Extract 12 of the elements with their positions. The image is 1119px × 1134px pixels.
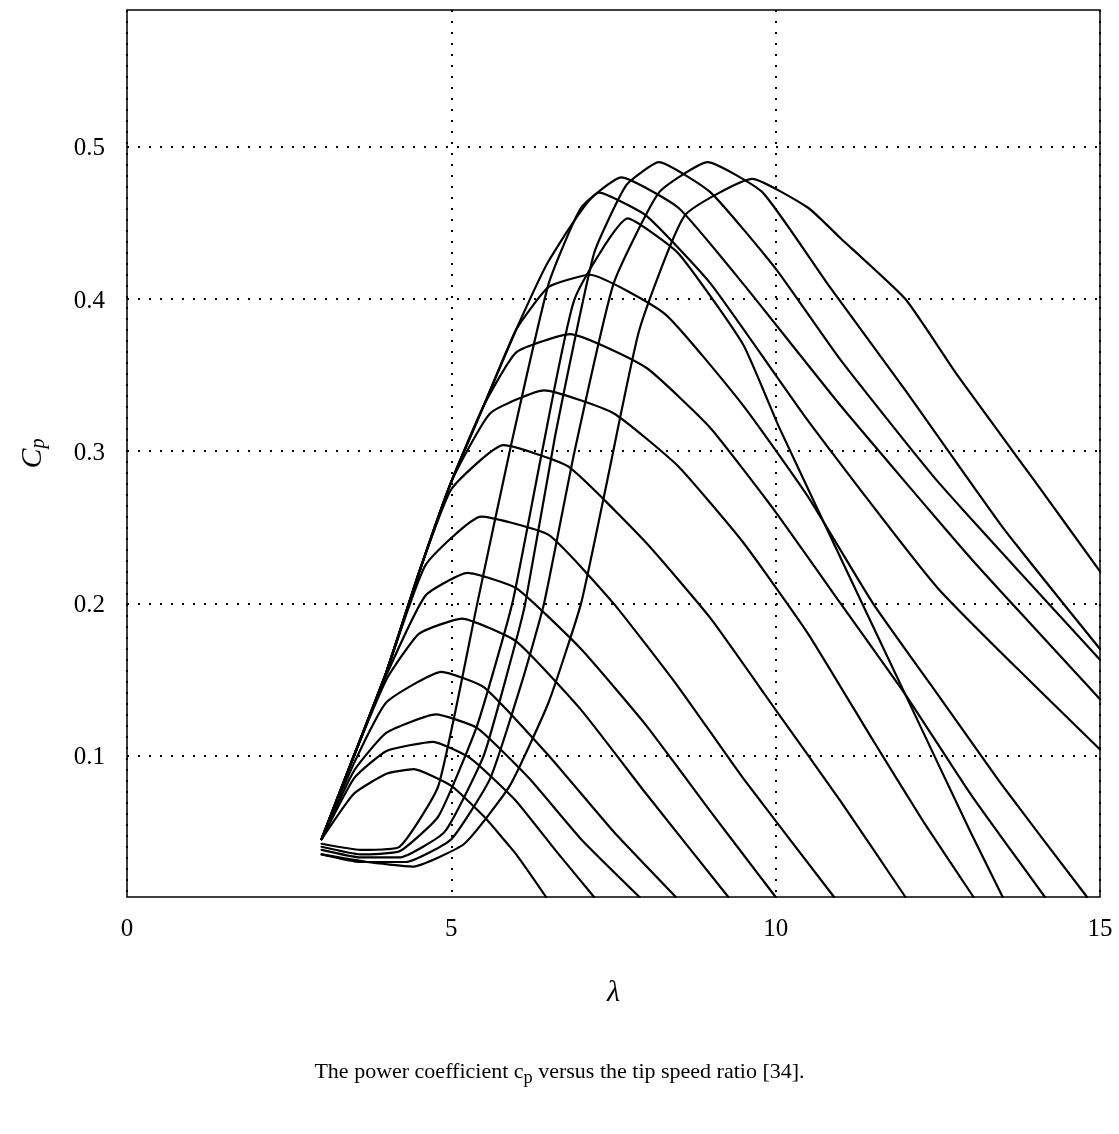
x-tick-label: 5 xyxy=(445,914,458,941)
x-axis-title: λ xyxy=(606,973,620,1007)
y-axis-title: Cp xyxy=(13,438,49,469)
y-tick-label: 0.2 xyxy=(73,589,105,617)
y-tick-label: 0.1 xyxy=(73,742,105,770)
y-tick-label: 0.3 xyxy=(73,437,105,465)
y-tick-label: 0.4 xyxy=(73,285,106,313)
y-tick-label: 0.5 xyxy=(73,133,105,161)
x-tick-label: 10 xyxy=(763,914,789,941)
x-tick-label: 0 xyxy=(120,914,134,941)
x-tick-label: 15 xyxy=(1087,914,1113,941)
text: The power coefficient c$_{p}$ versus the tip speed ratio [34]. xyxy=(313,1058,806,1089)
